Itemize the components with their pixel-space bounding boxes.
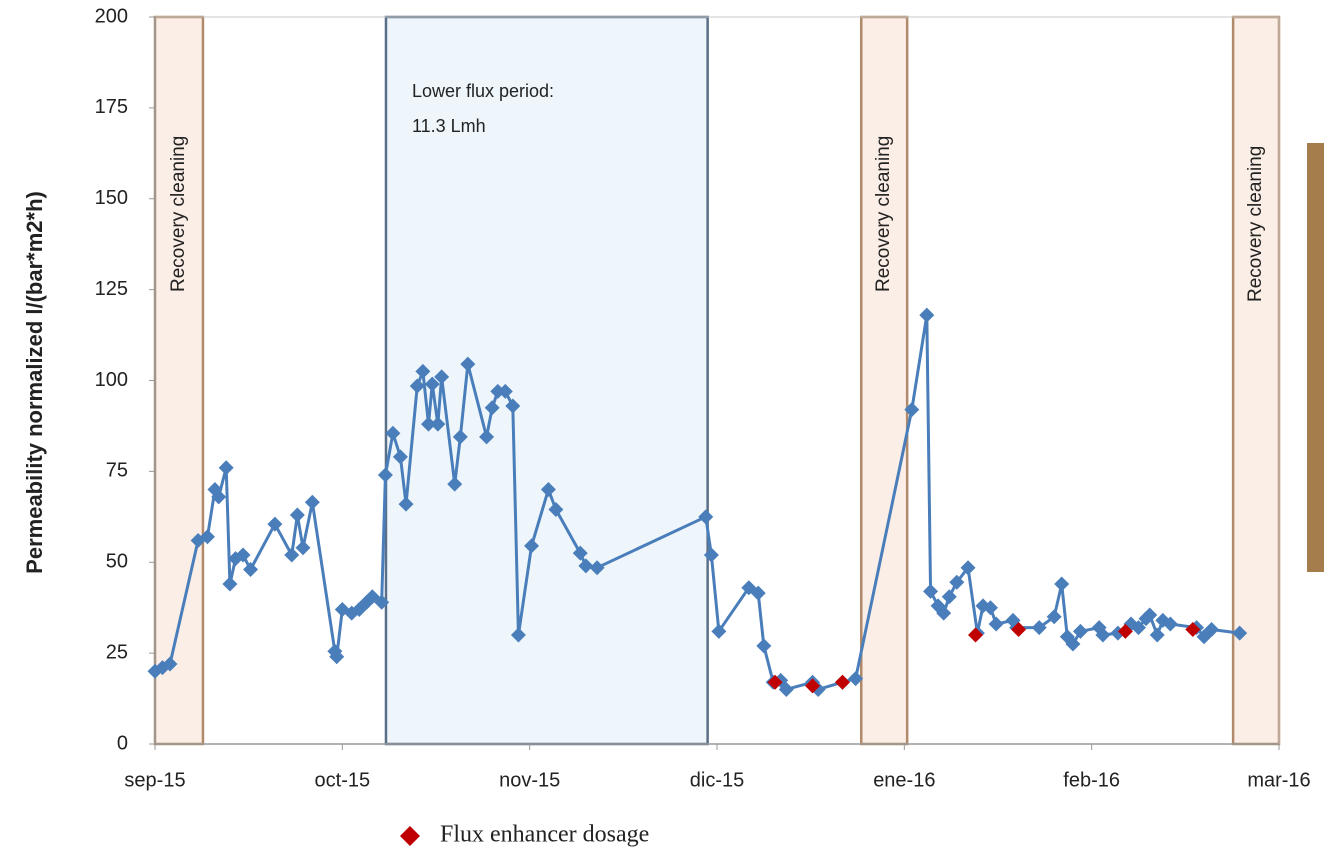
point [989, 617, 1004, 632]
y-tick-label: 75 [106, 460, 128, 482]
x-tick-label: ene-16 [873, 769, 935, 791]
y-tick-label: 200 [95, 5, 128, 27]
point [305, 495, 320, 510]
y-tick-label: 25 [106, 641, 128, 663]
y-axis-title: Permeability normalized l/(bar*m2*h) [22, 191, 47, 574]
legend-item: Flux enhancer dosage [400, 822, 649, 848]
y-tick-label: 50 [106, 551, 128, 573]
point [919, 308, 934, 323]
band [155, 17, 203, 744]
point [942, 589, 957, 604]
point [1054, 577, 1069, 592]
y-tick-label: 100 [95, 369, 128, 391]
point [243, 562, 258, 577]
x-tick-label: feb-16 [1063, 769, 1120, 791]
x-tick-label: nov-15 [499, 769, 560, 791]
y-tick-label: 0 [117, 732, 128, 754]
point [290, 507, 305, 522]
legend-marker [400, 826, 420, 846]
band-label: Lower flux period: [412, 81, 554, 101]
point [1073, 624, 1088, 639]
point [1150, 627, 1165, 642]
y-tick-label: 175 [95, 96, 128, 118]
band-label: 11.3 Lmh [412, 116, 486, 136]
point [284, 547, 299, 562]
x-tick-label: dic-15 [690, 769, 744, 791]
x-tick-label: oct-15 [315, 769, 371, 791]
point [222, 577, 237, 592]
point [756, 638, 771, 653]
legend-label: Flux enhancer dosage [440, 822, 649, 848]
y-tick-label: 150 [95, 187, 128, 209]
point [267, 517, 282, 532]
x-tick-label: sep-15 [124, 769, 185, 791]
band [861, 17, 907, 744]
decor-strip [1307, 143, 1324, 572]
band-label: Recovery cleaning [873, 136, 894, 292]
y-tick-label: 125 [95, 278, 128, 300]
point [835, 675, 850, 690]
point [923, 584, 938, 599]
chart: Recovery cleaning Lower flux period: 11.3 … [0, 0, 1324, 849]
band-label: Recovery cleaning [168, 136, 189, 292]
band-label: Recovery cleaning [1245, 146, 1266, 302]
point [295, 540, 310, 555]
point [219, 460, 234, 475]
x-tick-label: mar-16 [1247, 769, 1310, 791]
